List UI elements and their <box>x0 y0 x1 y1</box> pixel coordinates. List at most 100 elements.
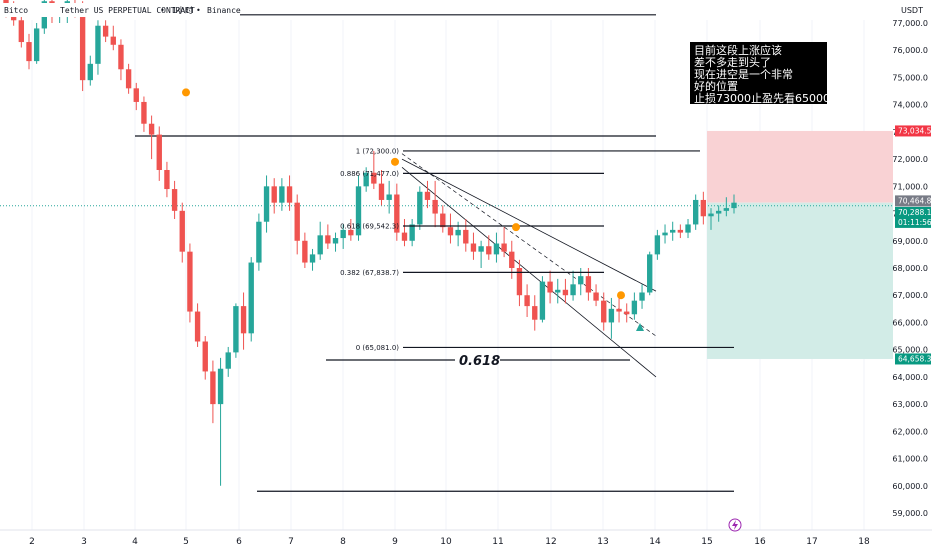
candle-body <box>524 295 530 307</box>
x-tick-label: 16 <box>754 537 766 547</box>
title-bg <box>0 3 240 17</box>
candle-body <box>585 276 592 293</box>
y-tick-label: 61,000.0 <box>892 455 928 464</box>
title-separator-1: • <box>160 6 165 15</box>
candle-body <box>286 186 293 203</box>
y-tick-label: 74,000.0 <box>892 101 928 110</box>
y-tick-label: 75,000.0 <box>892 73 928 82</box>
candle-body <box>463 229 469 244</box>
candle-body <box>171 189 178 211</box>
candle-body <box>156 134 162 170</box>
price-axis-bg <box>893 0 932 530</box>
price-axis[interactable]: USDT 59,000.0 60,000.0 61,000.0 62,000.0 63,… <box>892 0 932 530</box>
candle-body <box>348 229 354 236</box>
candle-body <box>440 213 446 228</box>
x-tick-label: 18 <box>858 537 870 547</box>
y-tick-label: 68,000.0 <box>892 264 928 273</box>
candle-body <box>700 199 707 217</box>
lightning-icon[interactable] <box>728 518 742 532</box>
x-tick-label: 5 <box>183 537 189 547</box>
candle-body <box>355 186 362 236</box>
candle-body <box>631 300 638 315</box>
annotation-note-bg <box>690 42 827 104</box>
candle-body <box>647 254 653 293</box>
candle-body <box>670 229 676 233</box>
candle-body <box>95 25 101 64</box>
candle-body <box>578 276 584 285</box>
candle-body <box>478 246 484 252</box>
x-tick-label: 13 <box>597 537 608 547</box>
y-tick-label: 59,000.0 <box>892 509 928 518</box>
candle-body <box>332 238 339 244</box>
candle-body <box>233 306 239 353</box>
candle-body <box>340 229 346 239</box>
stop-price-label: 73,034.5 <box>898 126 932 135</box>
candle-body <box>133 88 139 102</box>
markers <box>182 88 644 331</box>
candle-body <box>225 352 231 369</box>
time-axis[interactable]: 2 3 4 5 6 7 8 9 10 11 12 13 14 15 16 17 18 <box>0 529 932 547</box>
fib-level-label: 1 (72,300.0) <box>356 147 400 155</box>
candle-body <box>118 44 124 70</box>
x-tick-label: 10 <box>440 537 452 547</box>
stop-price-tag <box>895 125 931 137</box>
candle-body <box>593 292 599 301</box>
x-tick-label: 3 <box>81 537 87 547</box>
candle-body <box>708 213 714 217</box>
candle-body <box>263 186 270 222</box>
last-price-tag <box>895 206 931 228</box>
x-tick-label: 12 <box>545 537 556 547</box>
candle-body <box>417 191 423 225</box>
candle-body <box>386 194 392 200</box>
signal-marker <box>391 157 399 166</box>
candle-body <box>532 306 538 320</box>
candle-body <box>141 101 147 124</box>
y-tick-label: 71,000.0 <box>892 182 928 191</box>
x-tick-label: 6 <box>236 537 242 547</box>
y-tick-label: 76,000.0 <box>892 46 928 55</box>
candle-body <box>570 284 576 296</box>
candle-body <box>256 221 262 263</box>
candle-body <box>509 251 515 268</box>
candle-body <box>723 208 730 211</box>
candle-body <box>432 199 438 214</box>
candle-body <box>325 235 331 244</box>
up-arrow-marker <box>636 323 644 331</box>
candle-body <box>217 368 224 405</box>
interval[interactable]: 1小时 <box>172 5 193 15</box>
candle-body <box>731 202 737 209</box>
candle-body <box>547 281 553 293</box>
x-tick-label: 11 <box>492 537 503 547</box>
y-tick-label: 77,000.0 <box>892 19 928 28</box>
y-tick-label: 69,000.0 <box>892 237 928 246</box>
candle-body <box>79 9 86 81</box>
signal-marker <box>512 223 520 232</box>
candle-body <box>662 232 668 236</box>
x-tick-label: 2 <box>29 537 35 547</box>
candle-body <box>202 341 208 372</box>
y-tick-label: 64,000.0 <box>892 373 928 382</box>
candle-body <box>33 28 40 62</box>
candle-body <box>87 63 93 81</box>
candle-body <box>148 123 155 135</box>
target-price-label: 64,658.3 <box>898 354 932 363</box>
candle-body <box>309 254 316 263</box>
y-tick-label: 72,000.0 <box>892 155 928 164</box>
price-tags: 73,034.5 70,464.8 70,288.1 01:11:56 64,6… <box>895 125 932 365</box>
y-tick-label: 66,000.0 <box>892 318 928 327</box>
candle-body <box>18 20 25 43</box>
candle-body <box>601 300 607 323</box>
fib-level-label: 0.618 (69,542.3) <box>340 223 399 231</box>
candle-body <box>363 172 369 187</box>
candle-body <box>501 243 507 252</box>
annotation-note[interactable]: 目前这段上涨应该 差不多走到头了 现在进空是一个非常 好的位置 止损73000止… <box>690 42 830 105</box>
y-tick-label: 63,000.0 <box>892 400 928 409</box>
fib-levels: 1 (72,300.0) 0.886 (71,477.0) 0.618 (69,54… <box>340 147 734 352</box>
currency-label: USDT <box>901 6 923 15</box>
signal-marker <box>617 291 625 300</box>
candle-body <box>685 224 691 233</box>
candle-body <box>455 229 461 236</box>
countdown-label: 01:11:56 <box>898 218 932 227</box>
candle-body <box>394 194 400 233</box>
